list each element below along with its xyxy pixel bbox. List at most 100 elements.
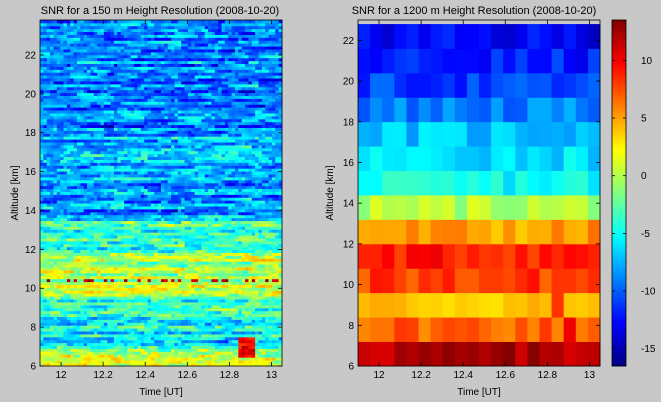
heatmap-cell — [124, 255, 128, 259]
heatmap-cell — [134, 197, 138, 201]
heatmap-cell — [228, 223, 232, 227]
heatmap-cell — [171, 243, 175, 248]
heatmap-cell — [187, 345, 192, 349]
heatmap-cell — [154, 240, 159, 245]
heatmap-cell — [164, 188, 169, 192]
heatmap-cell — [241, 185, 246, 190]
heatmap-cell — [214, 235, 219, 239]
heatmap-cell — [50, 165, 54, 169]
heatmap-cell — [261, 316, 266, 320]
heatmap-cell — [211, 328, 216, 332]
heatmap-cell — [234, 290, 239, 294]
heatmap-cell — [228, 296, 232, 300]
heatmap-cell — [211, 319, 216, 323]
heatmap-cell — [117, 348, 122, 352]
heatmap-cell — [194, 307, 199, 312]
heatmap-cell — [127, 264, 132, 268]
heatmap-cell — [214, 206, 219, 210]
heatmap-cell — [80, 278, 85, 283]
heatmap-cell — [164, 165, 169, 169]
heatmap-cell — [134, 284, 138, 288]
heatmap-cell — [40, 299, 44, 303]
heatmap-cell — [103, 252, 108, 256]
heatmap-cell — [150, 293, 155, 297]
heatmap-cell — [204, 217, 209, 222]
heatmap-cell — [157, 188, 162, 192]
heatmap-cell — [154, 235, 159, 239]
heatmap-cell — [56, 267, 61, 271]
heatmap-cell — [177, 240, 182, 245]
heatmap-cell — [265, 182, 269, 187]
heatmap-cell — [56, 174, 61, 178]
heatmap-cell — [197, 319, 202, 323]
heatmap-cell — [275, 197, 280, 201]
heatmap-cell — [177, 249, 182, 254]
heatmap-cell — [137, 223, 142, 227]
heatmap-cell — [60, 325, 64, 329]
heatmap-cell — [157, 339, 162, 344]
heatmap-cell — [161, 197, 165, 201]
heatmap-cell — [53, 240, 58, 245]
heatmap-cell — [110, 336, 115, 341]
heatmap-cell — [46, 360, 51, 364]
heatmap-cell — [241, 281, 246, 285]
heatmap-cell — [56, 238, 61, 242]
heatmap-cell — [93, 296, 98, 300]
heatmap-cell — [110, 203, 115, 207]
heatmap-cell — [234, 302, 239, 306]
heatmap-cell — [265, 177, 269, 181]
heatmap-cell — [66, 293, 71, 297]
heatmap-cell — [147, 182, 152, 187]
heatmap-cell — [228, 351, 232, 355]
heatmap-cell — [255, 249, 259, 254]
heatmap-cell — [154, 307, 159, 312]
heatmap-cell — [275, 249, 280, 254]
heatmap-cell — [238, 238, 243, 242]
heatmap-cell — [90, 272, 95, 277]
heatmap-cell — [117, 206, 122, 210]
heatmap-cell — [97, 194, 101, 198]
heatmap-cell — [231, 296, 236, 300]
heatmap-cell — [150, 185, 155, 190]
heatmap-cell — [43, 197, 48, 201]
heatmap-cell — [194, 325, 199, 329]
heatmap-cell — [271, 307, 276, 312]
heatmap-cell — [134, 310, 138, 315]
heatmap-cell — [194, 360, 199, 364]
heatmap-cell — [107, 270, 111, 274]
heatmap-cell — [197, 168, 202, 172]
heatmap-cell — [40, 258, 44, 262]
heatmap-cell — [90, 290, 95, 294]
heatmap-cell — [113, 235, 118, 239]
heatmap-cell — [268, 226, 273, 230]
heatmap-cell — [245, 278, 249, 283]
heatmap-cell — [63, 336, 68, 341]
heatmap-cell — [80, 275, 85, 280]
heatmap-cell — [248, 208, 253, 213]
heatmap-cell — [124, 206, 128, 210]
heatmap-cell — [124, 188, 128, 192]
heatmap-cell — [50, 232, 54, 236]
heatmap-cell — [103, 191, 108, 195]
heatmap-cell — [83, 223, 88, 227]
heatmap-cell — [110, 165, 115, 169]
heatmap-cell — [265, 206, 269, 210]
heatmap-cell — [245, 307, 249, 312]
heatmap-cell — [221, 217, 226, 222]
heatmap-cell — [117, 319, 122, 323]
heatmap-cell — [218, 171, 222, 175]
heatmap-cell — [261, 334, 266, 338]
heatmap-cell — [124, 328, 128, 332]
heatmap-cell — [134, 296, 138, 300]
heatmap-cell — [134, 171, 138, 175]
heatmap-cell — [144, 214, 148, 219]
heatmap-cell — [258, 264, 263, 268]
heatmap-cell — [63, 261, 68, 265]
heatmap-cell — [197, 200, 202, 204]
heatmap-cell — [245, 342, 249, 347]
heatmap-cell — [134, 278, 138, 283]
heatmap-cell — [164, 168, 169, 172]
heatmap-cell — [211, 185, 216, 190]
heatmap-cell — [265, 345, 269, 349]
heatmap-cell — [83, 200, 88, 204]
